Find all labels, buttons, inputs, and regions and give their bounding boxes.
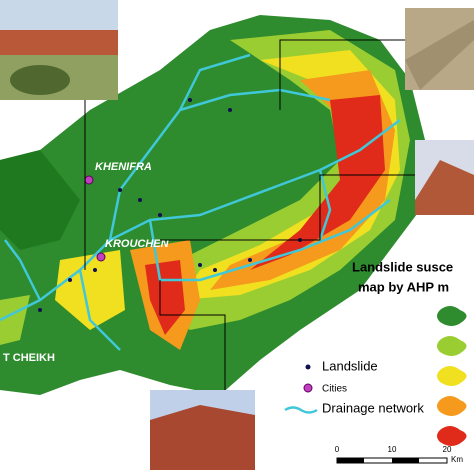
legend-swatches: [437, 306, 467, 446]
terrain: [0, 15, 425, 395]
scale-label: 10: [388, 445, 397, 454]
scale-bar: [337, 458, 364, 463]
city-label: KROUCHEN: [105, 238, 170, 250]
legend-title: map by AHP m: [358, 279, 449, 294]
scale-label: 20: [443, 445, 452, 454]
city-marker: [96, 252, 106, 262]
legend-title: Landslide susce: [352, 259, 453, 274]
scale-bar: [392, 458, 419, 463]
photo: [150, 390, 255, 470]
landslide-points: [38, 98, 302, 312]
photo: [0, 0, 118, 100]
photo: [415, 140, 474, 215]
scale-label: 0: [335, 445, 340, 454]
city-label: T CHEIKH: [3, 352, 55, 364]
city-label: KHENIFRA: [95, 161, 152, 173]
legend-symbol: [305, 364, 311, 370]
legend-label: Drainage network: [322, 400, 424, 415]
photo: [405, 8, 474, 90]
scale-unit: Km: [451, 455, 463, 464]
city-marker: [84, 175, 94, 185]
connector: [84, 39, 415, 390]
legend-label: Cities: [322, 384, 347, 395]
legend-symbol: [284, 406, 318, 414]
legend-label: Landslide: [322, 358, 378, 373]
legend-symbol: [303, 383, 313, 393]
